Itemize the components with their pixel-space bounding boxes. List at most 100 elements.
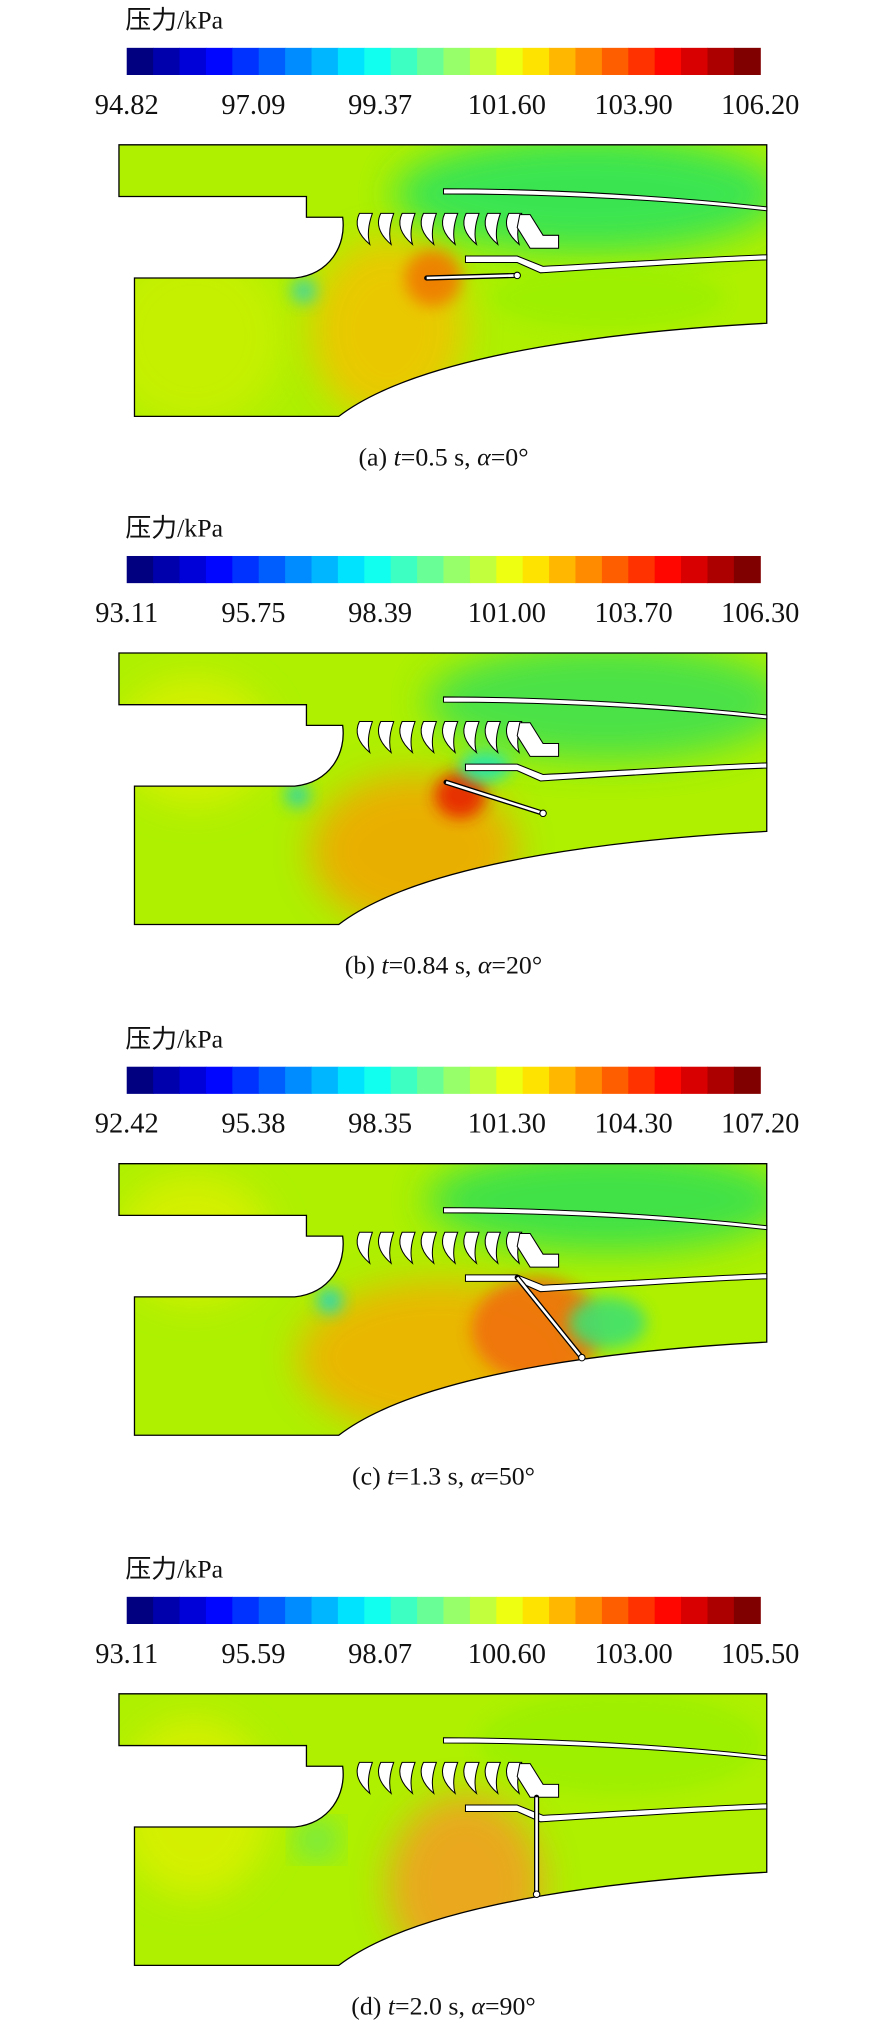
colorbar-swatch: [733, 47, 761, 75]
colorbar-swatch: [496, 1596, 524, 1624]
colorbar-swatch: [364, 1066, 392, 1094]
colorbar-swatch: [126, 1596, 154, 1624]
pressure-zone: [118, 245, 285, 417]
caption-part: =50°: [484, 1461, 535, 1490]
lower-wall: [464, 762, 768, 782]
colorbar-swatch: [205, 1066, 233, 1094]
panel: 压力/kPa 93.11 95.75 98.39 101.00 103.70 106.30 (…: [95, 514, 799, 980]
legend-title: 压力/kPa: [125, 1554, 223, 1583]
colorbar-swatch: [628, 555, 656, 584]
colorbar-swatch: [337, 1596, 365, 1624]
pressure-field: [118, 1163, 767, 1436]
colorbar-swatch: [707, 1596, 735, 1624]
colorbar-swatch: [258, 1596, 286, 1624]
colorbar-swatch: [601, 555, 629, 584]
colorbar-swatch: [443, 1596, 471, 1624]
caption: (a) t=0.5 s, α=0°: [358, 442, 528, 471]
colorbar-tick-label: 104.30: [594, 1109, 672, 1140]
legend-title: 压力/kPa: [125, 1024, 223, 1053]
colorbar-swatch: [733, 555, 761, 584]
caption-part: =0.5 s,: [401, 442, 477, 471]
legend-title: 压力/kPa: [125, 514, 223, 543]
colorbar-tick-label: 106.20: [721, 90, 799, 121]
colorbar-swatch: [126, 47, 154, 75]
caption-part: t: [381, 951, 389, 980]
guide-vane: [356, 212, 374, 246]
colorbar-swatch: [654, 555, 682, 584]
colorbar-swatch: [179, 555, 207, 584]
upper-wall: [442, 1737, 768, 1761]
colorbar-swatch: [522, 1066, 550, 1094]
panel: 压力/kPa 92.42 95.38 98.35 101.30 104.30 107.20 (…: [95, 1024, 800, 1490]
colorbar-swatch: [654, 1596, 682, 1624]
colorbar-swatch: [205, 1596, 233, 1624]
colorbar-swatch: [628, 47, 656, 75]
colorbar-swatch: [153, 555, 181, 584]
caption-part: (a): [358, 442, 393, 471]
colorbar-swatch: [496, 1066, 524, 1094]
colorbar-tick-label: 93.11: [95, 598, 158, 629]
guide-vane: [399, 212, 416, 246]
colorbar-swatch: [179, 1066, 207, 1094]
colorbar-swatch: [417, 555, 445, 584]
bracket: [516, 1763, 560, 1798]
guide-vane: [420, 720, 438, 755]
colorbar-swatch: [153, 1596, 181, 1624]
guide-vane: [356, 1231, 374, 1265]
flap-plate-inner: [445, 781, 544, 815]
colorbar-tick-label: 103.70: [594, 598, 672, 629]
lower-wall: [464, 1273, 768, 1293]
guide-vane: [378, 1761, 395, 1795]
colorbar-tick-label: 101.00: [468, 598, 546, 629]
colorbar-swatch: [179, 47, 207, 75]
guide-vane: [399, 1231, 416, 1265]
pressure-zone: [568, 1296, 647, 1349]
hinge: [532, 1890, 541, 1898]
colorbar-tick-label: 103.00: [594, 1639, 672, 1670]
colorbar-swatch: [285, 555, 313, 584]
colorbar-swatch: [364, 1596, 392, 1624]
colorbar-swatch: [681, 1066, 709, 1094]
bracket: [516, 214, 560, 249]
caption-part: (b): [345, 951, 382, 980]
colorbar-swatch: [417, 1596, 445, 1624]
guide-vane: [484, 1231, 502, 1265]
colorbar-swatch: [232, 555, 260, 584]
colorbar-swatch: [575, 1066, 603, 1094]
caption: (c) t=1.3 s, α=50°: [352, 1461, 535, 1490]
guide-vane: [399, 720, 416, 755]
colorbar-tick-label: 94.82: [95, 90, 159, 121]
colorbar-tick-label: 95.59: [221, 1639, 285, 1670]
upper-wall: [442, 1207, 768, 1231]
colorbar-swatch: [522, 1596, 550, 1624]
caption-part: =1.3 s,: [394, 1461, 470, 1490]
colorbar-swatch: [311, 1596, 339, 1624]
pressure-zone: [284, 782, 311, 809]
colorbar-swatch: [205, 47, 233, 75]
colorbar-swatch: [681, 555, 709, 584]
colorbar-swatch: [469, 1066, 497, 1094]
caption-part: t: [388, 1991, 396, 2020]
colorbar-tick-label: 107.20: [721, 1109, 799, 1140]
colorbar-tick-label: 99.37: [348, 90, 412, 121]
colorbar-swatch: [443, 555, 471, 584]
guide-vane: [442, 1231, 459, 1265]
hinge: [578, 1353, 586, 1362]
colorbar-swatch: [232, 47, 260, 75]
colorbar-tick-label: 101.30: [468, 1109, 546, 1140]
hinge: [513, 271, 521, 280]
colorbar-tick-label: 93.11: [95, 1639, 158, 1670]
guide-vane: [378, 212, 395, 246]
colorbar-swatch: [126, 1066, 154, 1094]
colorbar-swatch: [179, 1596, 207, 1624]
domain-outline: [118, 1163, 768, 1436]
colorbar-swatch: [496, 47, 524, 75]
pressure-zone: [471, 1277, 602, 1381]
colorbar-swatch: [390, 1066, 418, 1094]
colorbar-tick-label: 100.60: [468, 1639, 546, 1670]
caption-part: t: [394, 442, 402, 471]
colorbar-swatch: [601, 47, 629, 75]
panel: 压力/kPa 93.11 95.59 98.07 100.60 103.00 105.50 (…: [95, 1554, 799, 2020]
colorbar-swatch: [390, 555, 418, 584]
